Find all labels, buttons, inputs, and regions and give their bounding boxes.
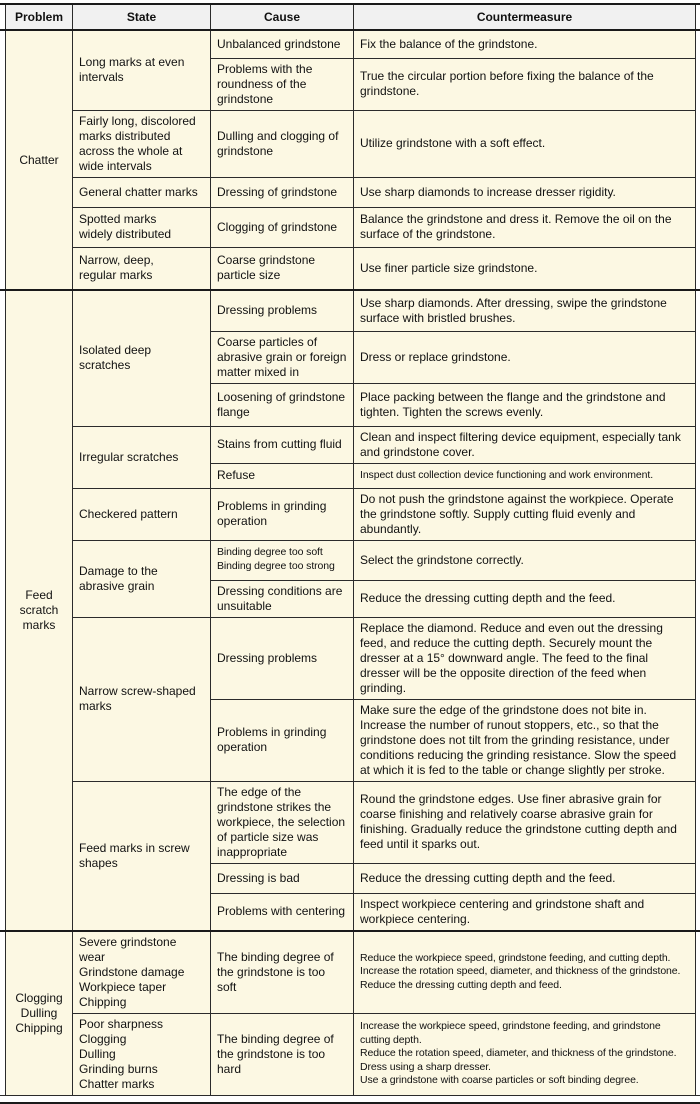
countermeasure-cell: True the circular portion before fixing … — [353, 57, 696, 111]
countermeasure-cell: Reduce the workpiece speed, grindstone f… — [353, 931, 696, 1014]
section-clogging-wrap: Clogging Dulling Chipping Severe grindst… — [0, 931, 700, 1095]
table-row: Problems with the roundness of the grind… — [6, 57, 696, 111]
state-cell: Damage to the abrasive grain — [72, 539, 211, 618]
table-row: General chatter marks Dressing of grinds… — [6, 176, 696, 208]
countermeasure-cell: Reduce the dressing cutting depth and th… — [353, 862, 696, 894]
table-row: Problems in grinding operation Make sure… — [6, 698, 696, 782]
header-bottom-rule — [0, 29, 700, 31]
state-cell: Long marks at even intervals — [72, 30, 211, 111]
cause-cell: Dressing problems — [210, 616, 354, 700]
countermeasure-cell: Use sharp diamonds. After dressing, swip… — [353, 290, 696, 332]
cause-cell: The edge of the grindstone strikes the w… — [210, 780, 354, 864]
countermeasure-cell: Do not push the grindstone against the w… — [353, 487, 696, 541]
countermeasure-cell: Fix the balance of the grindstone. — [353, 30, 696, 59]
column-header-countermeasure: Countermeasure — [353, 4, 696, 30]
cause-cell: Dulling and clogging of grindstone — [210, 109, 354, 178]
state-cell: Severe grindstone wear Grindstone damage… — [72, 931, 211, 1014]
table-row: Narrow screw-shaped marks Dressing probl… — [6, 616, 696, 782]
table-row: Damage to the abrasive grain Binding deg… — [6, 539, 696, 618]
countermeasure-cell: Select the grindstone correctly. — [353, 539, 696, 581]
countermeasure-cell: Dress or replace grindstone. — [353, 330, 696, 384]
section-feed-wrap: Feed scratch marks Isolated deep scratch… — [0, 290, 700, 930]
top-rule — [0, 3, 700, 5]
cause-cell: Dressing of grindstone — [210, 176, 354, 208]
table-row: Problems with centering Inspect workpiec… — [6, 892, 696, 930]
column-header-problem: Problem — [5, 4, 73, 30]
state-cell: Fairly long, discolored marks distribute… — [72, 109, 211, 178]
table-row: Irregular scratches Stains from cutting … — [6, 425, 696, 489]
header-row-wrap: Problem State Cause Countermeasure — [0, 4, 700, 30]
table-row: Chatter Long marks at even intervals Unb… — [5, 30, 696, 290]
countermeasure-cell: Increase the workpiece speed, grindstone… — [353, 1012, 696, 1095]
problem-cell: Clogging Dulling Chipping — [5, 931, 73, 1095]
cause-cell: Problems in grinding operation — [210, 698, 354, 782]
cause-cell: Problems with centering — [210, 892, 354, 930]
table-row: Fairly long, discolored marks distribute… — [6, 109, 696, 178]
table-row: Spotted marks widely distributed Cloggin… — [6, 206, 696, 248]
section-divider-rule — [0, 929, 700, 932]
countermeasure-cell: Inspect workpiece centering and grindsto… — [353, 892, 696, 930]
cause-cell: Dressing conditions are unsuitable — [210, 579, 354, 618]
cause-cell: Stains from cutting fluid — [210, 425, 354, 464]
cause-cell: Refuse — [210, 462, 354, 489]
cause-cell: Loosening of grindstone flange — [210, 382, 354, 427]
cause-cell: Coarse grindstone particle size — [210, 246, 354, 290]
table-row: Feed marks in screw shapes The edge of t… — [6, 780, 696, 930]
section-table-clogging-dulling-chipping: Clogging Dulling Chipping Severe grindst… — [5, 931, 696, 1095]
table-row: Refuse Inspect dust collection device fu… — [6, 462, 696, 489]
countermeasure-cell: Reduce the dressing cutting depth and th… — [353, 579, 696, 618]
cause-cell: The binding degree of the grindstone is … — [210, 1012, 354, 1095]
countermeasure-cell: Clean and inspect filtering device equip… — [353, 425, 696, 464]
cause-cell: The binding degree of the grindstone is … — [210, 931, 354, 1014]
header-table: Problem State Cause Countermeasure — [5, 4, 696, 30]
state-cell: Spotted marks widely distributed — [72, 206, 211, 248]
table-row: Loosening of grindstone flange Place pac… — [6, 382, 696, 427]
column-header-cause: Cause — [210, 4, 354, 30]
state-cell: General chatter marks — [72, 176, 211, 208]
cause-cell: Coarse particles of abrasive grain or fo… — [210, 330, 354, 384]
cause-cell: Dressing problems — [210, 290, 354, 332]
countermeasure-cell: Use sharp diamonds to increase dresser r… — [353, 176, 696, 208]
state-cell: Feed marks in screw shapes — [72, 780, 211, 930]
table-row: Clogging Dulling Chipping Severe grindst… — [5, 931, 696, 1095]
state-cell: Isolated deep scratches — [72, 290, 211, 427]
countermeasure-cell: Utilize grindstone with a soft effect. — [353, 109, 696, 178]
countermeasure-cell: Use finer particle size grindstone. — [353, 246, 696, 290]
column-header-state: State — [72, 4, 211, 30]
table-row: Coarse particles of abrasive grain or fo… — [6, 330, 696, 384]
bottom-rule — [0, 1101, 700, 1104]
countermeasure-cell: Place packing between the flange and the… — [353, 382, 696, 427]
cause-cell: Clogging of grindstone — [210, 206, 354, 248]
cause-cell: Dressing is bad — [210, 862, 354, 894]
state-cell: Narrow, deep, regular marks — [72, 246, 211, 290]
cause-cell: Problems in grinding operation — [210, 487, 354, 541]
table-row: Feed scratch marks Isolated deep scratch… — [5, 290, 696, 930]
countermeasure-cell: Balance the grindstone and dress it. Rem… — [353, 206, 696, 248]
table-row: Poor sharpness Clogging Dulling Grinding… — [6, 1012, 696, 1095]
state-cell: Poor sharpness Clogging Dulling Grinding… — [72, 1012, 211, 1095]
countermeasure-cell: Make sure the edge of the grindstone doe… — [353, 698, 696, 782]
section-table-chatter: Chatter Long marks at even intervals Unb… — [5, 30, 696, 290]
state-cell: Narrow screw-shaped marks — [72, 616, 211, 782]
problem-cell: Feed scratch marks — [5, 290, 73, 930]
cause-cell: Unbalanced grindstone — [210, 30, 354, 59]
state-cell: Irregular scratches — [72, 425, 211, 489]
cause-cell: Binding degree too soft Binding degree t… — [210, 539, 354, 581]
section-table-feed-scratch-marks: Feed scratch marks Isolated deep scratch… — [5, 290, 696, 930]
section-chatter-wrap: Chatter Long marks at even intervals Unb… — [0, 30, 700, 290]
table-row: Dressing is bad Reduce the dressing cutt… — [6, 862, 696, 894]
table-row: Checkered pattern Problems in grinding o… — [6, 487, 696, 541]
cause-cell: Problems with the roundness of the grind… — [210, 57, 354, 111]
state-cell: Checkered pattern — [72, 487, 211, 541]
table-row: Narrow, deep, regular marks Coarse grind… — [6, 246, 696, 290]
troubleshooting-page: Problem State Cause Countermeasure Chatt… — [0, 3, 700, 1104]
problem-cell: Chatter — [5, 30, 73, 290]
section-divider-rule — [0, 289, 700, 291]
table-row: Dressing conditions are unsuitable Reduc… — [6, 579, 696, 618]
countermeasure-cell: Inspect dust collection device functioni… — [353, 462, 696, 489]
countermeasure-cell: Replace the diamond. Reduce and even out… — [353, 616, 696, 700]
countermeasure-cell: Round the grindstone edges. Use finer ab… — [353, 780, 696, 864]
